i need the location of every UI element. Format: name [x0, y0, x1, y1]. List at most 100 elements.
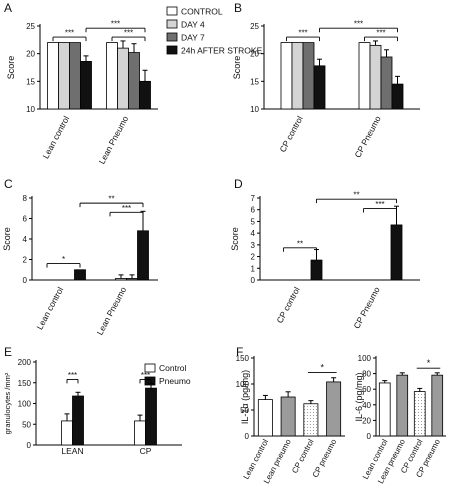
x-tick-label: CP	[140, 446, 152, 456]
y-tick-label: 60	[362, 385, 371, 394]
significance-label: ***	[375, 200, 384, 209]
bar	[280, 42, 293, 110]
significance-label: *	[62, 255, 65, 264]
y-tick-label: 100	[236, 380, 250, 389]
y-tick-label: 80	[362, 370, 371, 379]
y-tick-label: 6	[23, 215, 28, 224]
y-tick-label: 15	[250, 77, 259, 86]
bar	[47, 42, 59, 110]
bar	[302, 42, 315, 110]
x-tick-label: Lean control	[34, 285, 65, 331]
y-tick-label: 2	[23, 256, 28, 265]
bar	[128, 52, 140, 110]
panel-e: E 0 50 100 150 200 granulocytes /mm² LEAN CP *** *…	[3, 345, 182, 456]
y-axis-label: Score	[232, 56, 242, 80]
bar	[378, 382, 391, 437]
panel-letter: E	[4, 345, 12, 359]
y-tick-label: 0	[245, 432, 250, 441]
bar	[303, 403, 319, 437]
bar	[115, 278, 127, 281]
y-tick-label: 10	[26, 105, 35, 114]
bar	[257, 399, 273, 437]
y-tick-label: 25	[26, 22, 35, 31]
significance-label: ***	[141, 371, 150, 380]
bar	[145, 387, 157, 446]
y-tick-label: 100	[18, 400, 32, 409]
panel-letter: F	[236, 345, 243, 359]
bar	[310, 259, 323, 281]
bar	[72, 395, 84, 446]
x-tick-label: CP control	[277, 114, 304, 154]
legend-label-day4: DAY 4	[181, 20, 205, 30]
bar	[380, 56, 393, 110]
y-tick-label: 25	[250, 22, 259, 31]
significance-label: *	[320, 363, 324, 373]
legend-label-day7: DAY 7	[181, 33, 205, 43]
significance-label: ***	[122, 204, 131, 213]
panel-letter: D	[234, 177, 243, 191]
legend-swatch-pneumo-e	[144, 376, 156, 386]
x-tick-label: Lean control	[40, 114, 71, 160]
significance-label: **	[297, 239, 303, 248]
y-tick-label: 50	[240, 406, 249, 415]
bar	[139, 80, 151, 110]
y-tick-label: 150	[236, 354, 250, 363]
bar	[326, 381, 342, 437]
x-tick-label: CP Pneumo	[351, 285, 381, 330]
legend-swatch-24h	[166, 45, 178, 55]
significance-label: *	[427, 358, 431, 368]
y-tick-label: 8	[23, 194, 28, 203]
significance-label: **	[108, 195, 114, 204]
y-axis-label: granulocytes /mm²	[3, 372, 12, 434]
y-tick-label: 50	[22, 420, 31, 429]
bar	[391, 83, 404, 110]
legend-swatch-control	[166, 6, 178, 16]
significance-label: **	[353, 191, 359, 200]
x-tick-label: CP control	[290, 438, 316, 475]
y-tick-label: 4	[251, 229, 256, 238]
panel-letter: A	[4, 1, 12, 15]
y-tick-label: 2	[251, 253, 256, 262]
legend-e: Control Pneumo	[144, 363, 191, 386]
y-tick-label: 5	[251, 217, 256, 226]
panel-letter: B	[234, 1, 242, 15]
bar	[134, 420, 146, 446]
y-tick-label: 0	[23, 276, 28, 285]
legend-swatch-day7	[166, 32, 178, 42]
significance-label: ***	[354, 20, 363, 29]
y-tick-label: 100	[358, 354, 372, 363]
significance-label: ***	[298, 29, 307, 38]
significance-label: ***	[124, 29, 133, 38]
bar	[396, 374, 409, 437]
y-axis-label: IL-6 (pg/mg)	[354, 372, 364, 421]
y-tick-label: 15	[26, 77, 35, 86]
y-axis-label: IL-1α (pg/mg)	[240, 370, 250, 424]
bar	[390, 224, 403, 281]
bar	[58, 42, 70, 110]
legend-swatch-control-e	[144, 363, 156, 373]
bar	[431, 374, 444, 437]
y-axis-label: Score	[6, 56, 16, 80]
bar	[313, 65, 326, 110]
bar	[69, 42, 81, 110]
y-tick-label: 150	[18, 379, 32, 388]
legend-swatch-day4	[166, 19, 178, 29]
y-tick-label: 0	[27, 441, 32, 450]
x-tick-label: CP Pneumo	[352, 114, 382, 159]
y-tick-label: 4	[23, 235, 28, 244]
significance-label: ***	[111, 20, 120, 29]
bar	[291, 42, 304, 110]
legend-label-pneumo-e: Pneumo	[159, 376, 191, 386]
bar	[413, 391, 426, 437]
bar	[358, 42, 371, 110]
bar	[117, 47, 129, 110]
bar	[280, 396, 296, 437]
legend-top: CONTROL DAY 4 DAY 7 24h AFTER STROKE	[166, 6, 263, 56]
bar	[126, 278, 138, 281]
